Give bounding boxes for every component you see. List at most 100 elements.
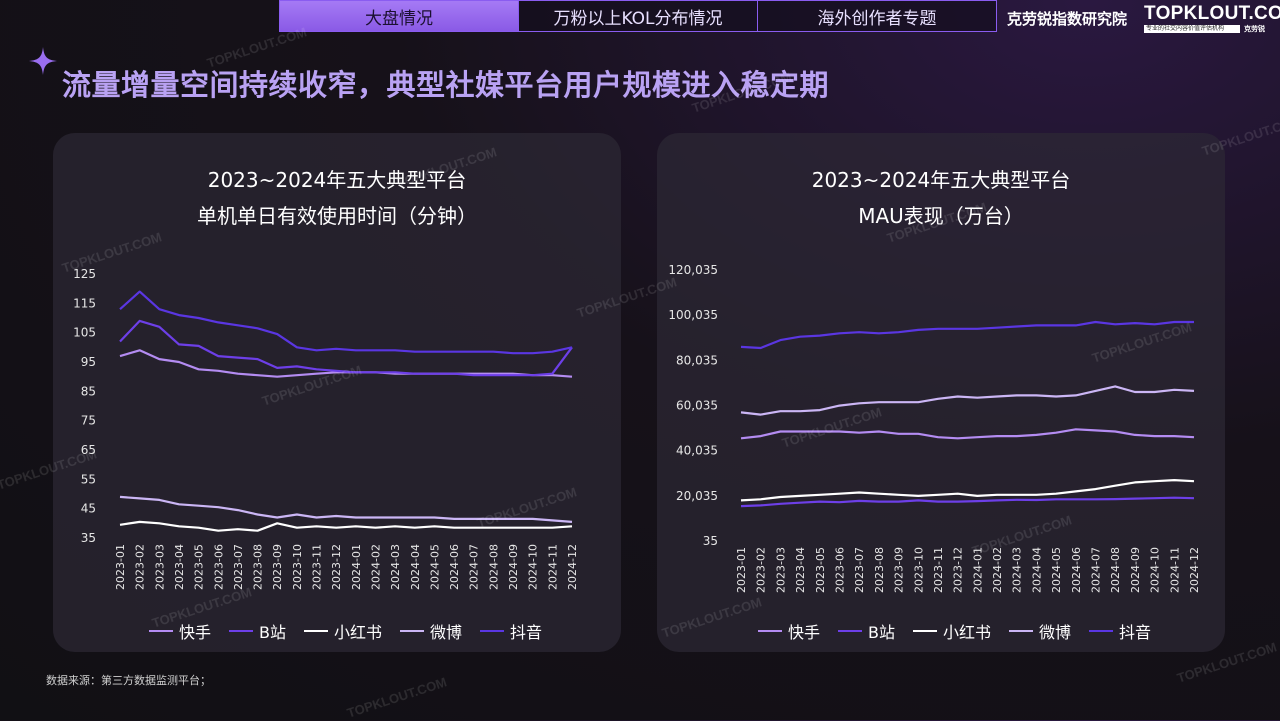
y-tick-label: 85 [81,384,96,398]
series-line-B站 [740,496,1195,508]
x-tick-label: 2023-05 [814,547,827,593]
x-tick-label: 2024-02 [991,547,1004,593]
legend-swatch [1089,630,1114,632]
legend-label: 微博 [430,623,463,642]
chart-panel-mau: 2023~2024年五大典型平台 MAU表现（万台） 120,035 100,03… [657,133,1225,652]
x-tick-label: 2024-11 [546,544,559,590]
chart-title-line1: 2023~2024年五大典型平台 [811,168,1071,192]
page-headline: 流量增量空间持续收窄，典型社媒平台用户规模进入稳定期 [62,68,830,102]
legend-label: 小红书 [334,623,383,642]
x-tick-label: 2024-06 [448,544,461,590]
x-tick-label: 2023-11 [932,547,945,593]
x-tick-label: 2023-09 [893,547,906,593]
legend-item: 微博 [1009,619,1071,643]
x-tick-label: 2024-10 [1149,547,1162,593]
x-tick-label: 2023-05 [193,544,206,590]
x-tick-label: 2023-02 [134,544,147,590]
legend-item: 抖音 [480,619,542,643]
series-line-小红书 [119,520,573,532]
legend-swatch [1009,630,1034,632]
x-tick-label: 2024-11 [1168,547,1181,593]
legend-item: 快手 [758,619,820,643]
x-tick-label: 2024-08 [487,544,500,590]
x-tick-label: 2024-10 [527,544,540,590]
legend-item: 抖音 [1089,619,1151,643]
logo-main-text: TOPKLOUT.COM [1144,3,1280,24]
chart-title-line2: 单机单日有效使用时间（分钟） [197,204,477,228]
legend-swatch [838,630,863,632]
data-source-note: 数据来源：第三方数据监测平台； [46,674,211,687]
x-tick-label: 2024-01 [971,547,984,593]
x-tick-label: 2023-07 [853,547,866,593]
x-tick-label: 2024-02 [369,544,382,590]
x-tick-label: 2024-12 [1188,547,1201,593]
logo-bar: 专业的社交内容价值评估机构 克劳锐 [1144,24,1274,34]
series-line-快手 [119,349,573,378]
x-tick-label: 2023-10 [912,547,925,593]
x-tick-label: 2024-12 [566,544,579,590]
series-line-抖音 [740,320,1194,350]
x-tick-label: 2024-04 [409,544,422,590]
usage-time-chart: 125 115 105 95 85 75 65 55 45 35 2023-01 2023-02 202… [73,267,579,590]
x-tick-label: 2024-05 [1050,547,1063,593]
chart-legend: 快手 B站 小红书 微博 抖音 [758,619,1151,643]
series-line-小红书 [740,479,1195,502]
series-line-微博 [740,385,1195,416]
legend-label: 快手 [788,623,821,642]
x-tick-label: 2024-06 [1070,547,1083,593]
x-tick-label: 2023-12 [952,547,965,593]
legend-label: 小红书 [943,623,992,642]
y-tick-label: 35 [81,531,96,545]
legend-swatch [400,630,425,632]
x-tick-label: 2023-08 [873,547,886,593]
x-tick-label: 2023-04 [173,544,186,590]
legend-swatch [304,630,328,632]
tab-market-overview[interactable]: 大盘情况 [279,0,519,32]
chart-legend: 快手 B站 小红书 微博 抖音 [149,619,542,643]
y-tick-label: 35 [703,534,718,548]
series-line-快手 [740,428,1195,440]
x-tick-label: 2023-08 [252,544,265,590]
legend-label: 抖音 [510,623,543,642]
chart-title-line1: 2023~2024年五大典型平台 [207,168,467,192]
legend-item: 小红书 [304,619,382,643]
x-tick-label: 2024-04 [1030,547,1043,593]
x-tick-label: 2024-01 [350,544,363,590]
y-tick-label: 125 [73,267,96,281]
chart-title-line2: MAU表现（万台） [858,204,1024,228]
legend-swatch [480,630,505,632]
y-tick-label: 20,035 [676,489,718,503]
legend-label: 微博 [1039,623,1072,642]
series-line-抖音 [119,290,573,355]
x-tick-label: 2024-09 [1129,547,1142,593]
series-line-B站 [119,319,573,377]
logo-sub-text: 专业的社交内容价值评估机构 [1144,25,1240,33]
x-tick-label: 2023-01 [735,547,748,593]
legend-swatch [758,630,782,632]
series-line-微博 [119,495,573,523]
legend-item: 小红书 [913,619,991,643]
y-tick-label: 115 [73,296,96,310]
sparkle-icon [29,47,57,75]
y-tick-label: 105 [73,326,96,340]
brand-logo: TOPKLOUT.COM 专业的社交内容价值评估机构 克劳锐 [1144,3,1280,34]
x-tick-label: 2023-10 [291,544,304,590]
x-tick-label: 2023-03 [774,547,787,593]
x-tick-label: 2023-02 [755,547,768,593]
tab-kol-distribution[interactable]: 万粉以上KOL分布情况 [518,0,758,32]
y-tick-label: 120,035 [668,263,718,277]
legend-item: 微博 [400,619,462,643]
tab-overseas-creators[interactable]: 海外创作者专题 [757,0,997,32]
legend-label: 快手 [179,623,212,642]
chart-panel-usage-time: 2023~2024年五大典型平台 单机单日有效使用时间（分钟） 125 115 10… [53,133,621,652]
legend-label: B站 [868,623,895,642]
x-tick-label: 2023-12 [330,544,343,590]
x-tick-label: 2023-04 [794,547,807,593]
y-tick-label: 75 [81,414,96,428]
legend-swatch [229,630,254,632]
x-tick-label: 2023-09 [271,544,284,590]
legend-label: B站 [259,623,286,642]
x-tick-label: 2024-08 [1109,547,1122,593]
y-tick-label: 60,035 [676,399,718,413]
y-tick-label: 80,035 [676,353,718,367]
